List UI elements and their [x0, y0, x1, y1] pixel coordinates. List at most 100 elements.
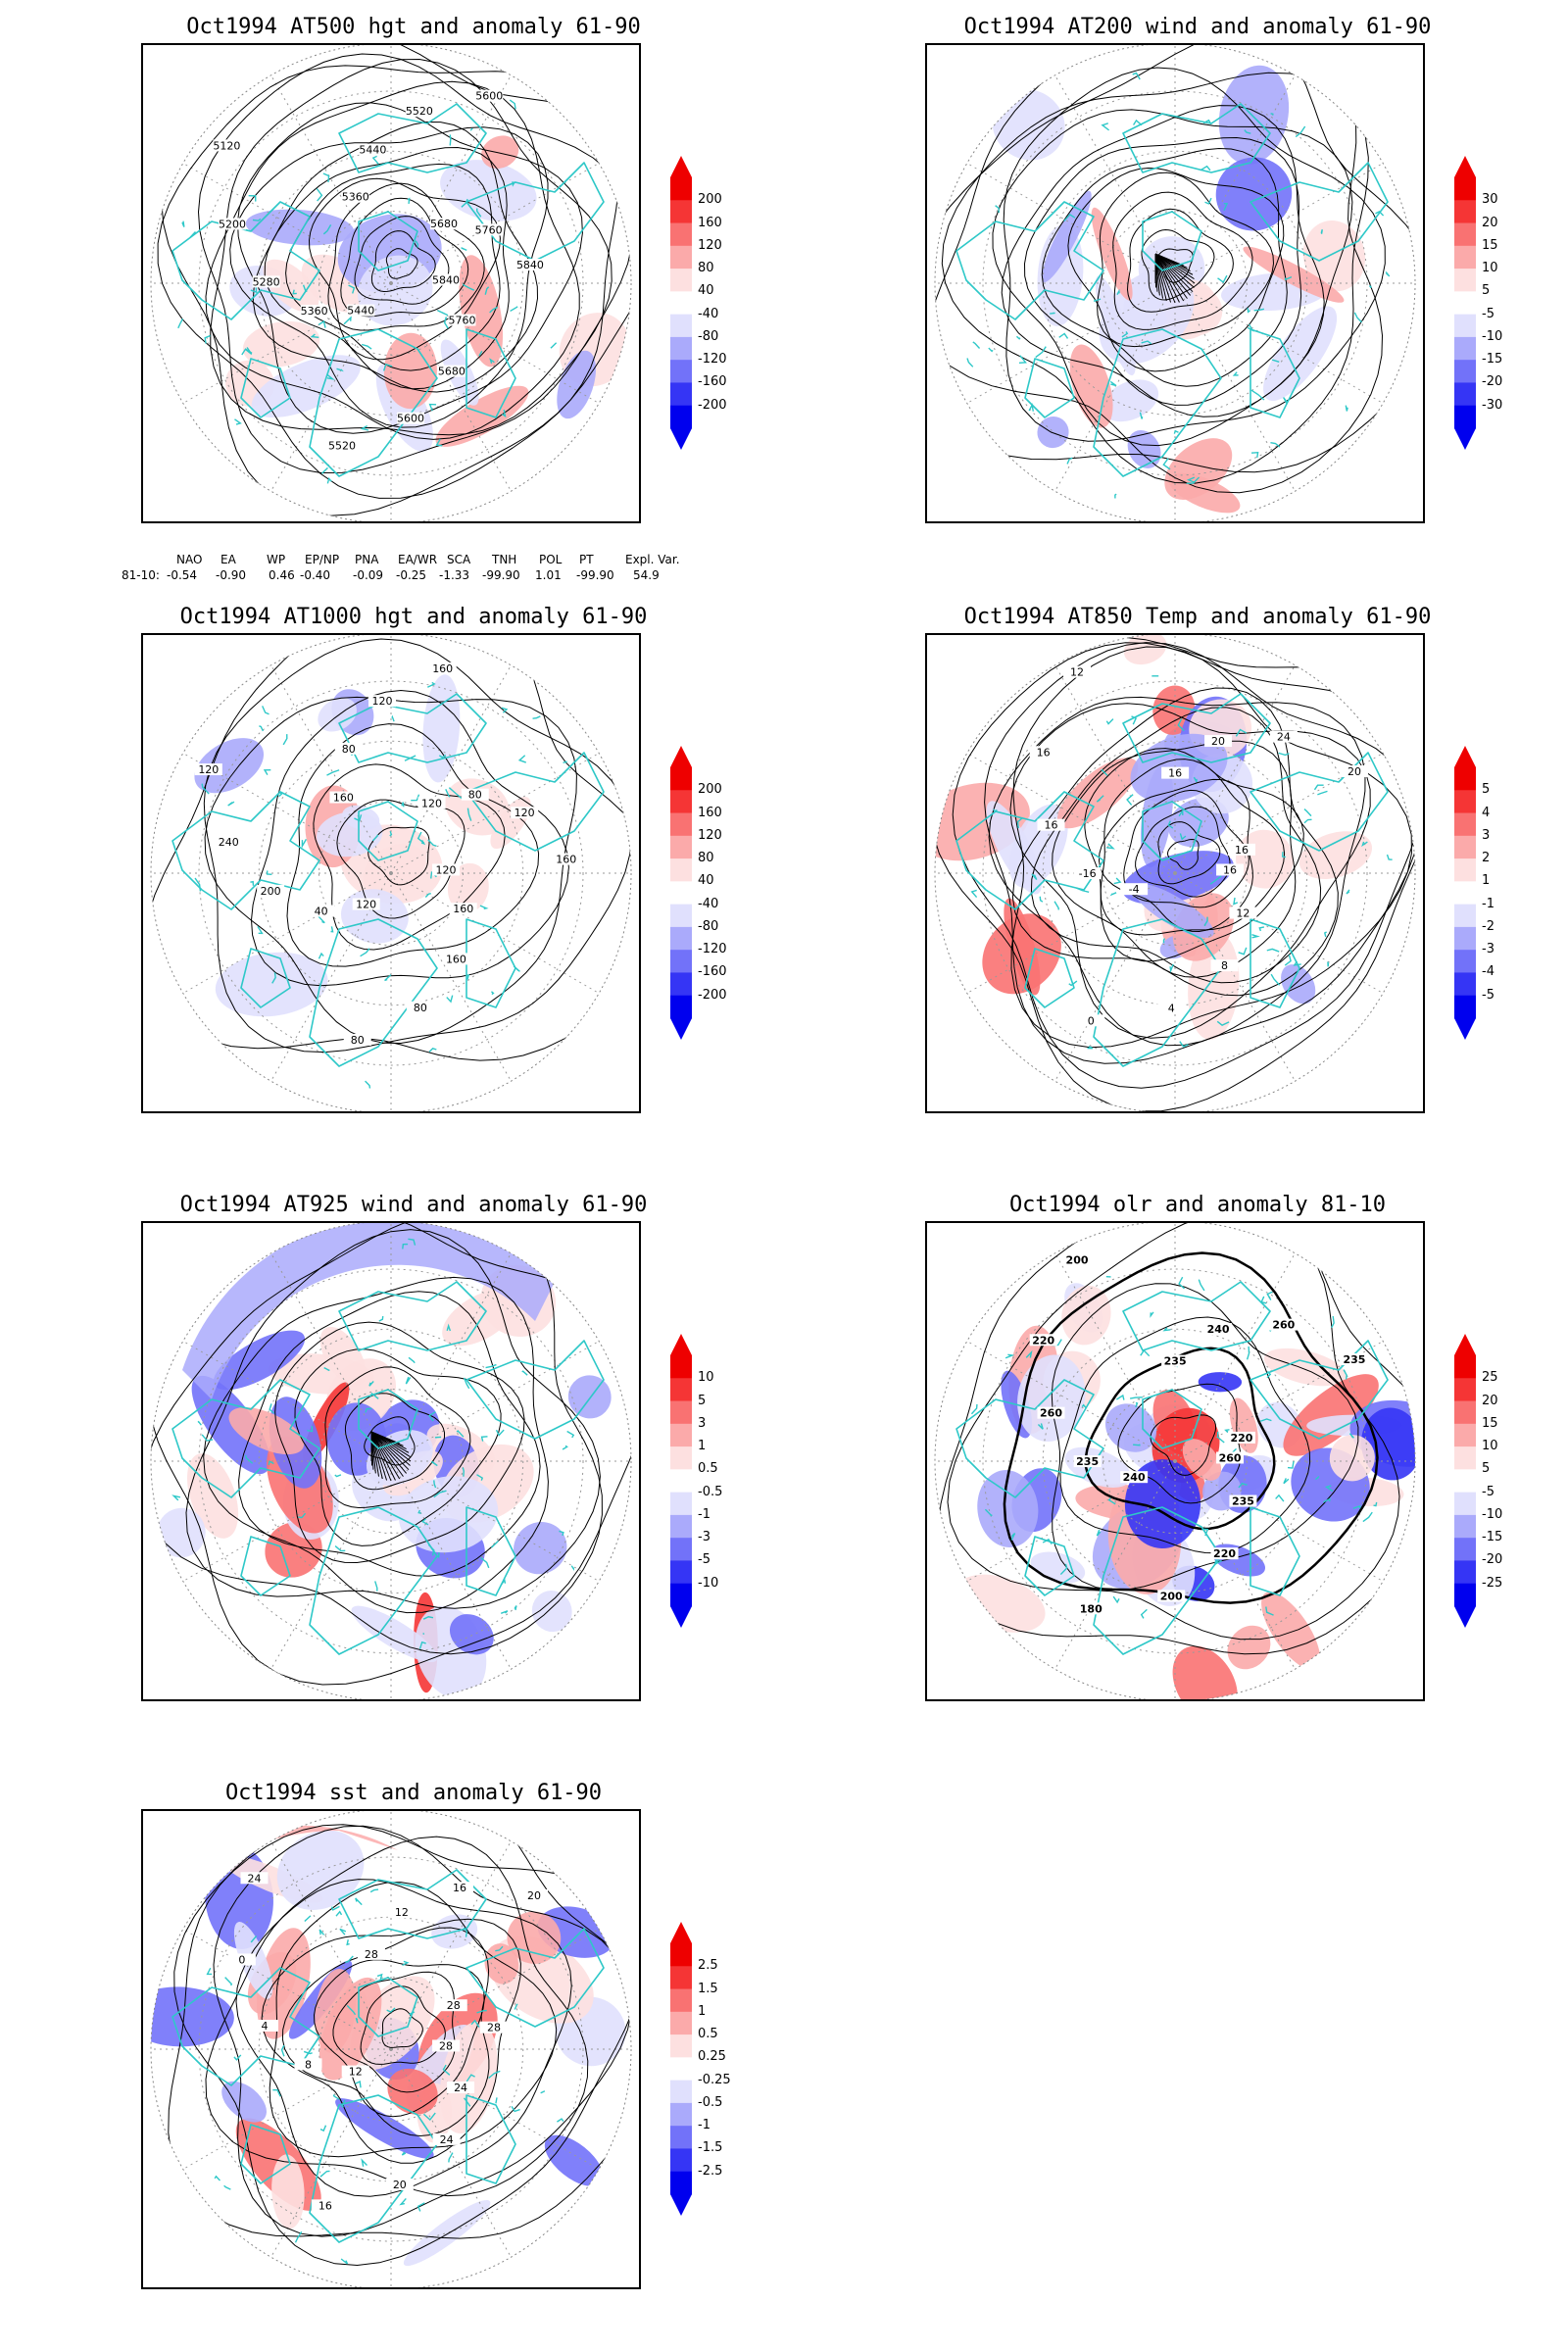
- legend-swatch: [670, 1988, 692, 2013]
- coastline: [463, 2097, 471, 2107]
- coastline: [177, 318, 184, 329]
- meridian-line: [966, 872, 1176, 994]
- contour-line: [368, 826, 430, 886]
- coastline: [189, 231, 197, 238]
- streamline: [1154, 253, 1172, 303]
- meridian-line: [1174, 1252, 1296, 1462]
- legend-swatch: [1454, 245, 1476, 270]
- index-value: -0.09: [353, 568, 384, 582]
- panel-title: Oct1994 AT850 Temp and anomaly 61-90: [963, 605, 1432, 629]
- coastline: [469, 127, 473, 131]
- legend-swatch: [670, 1469, 692, 1494]
- coastline: [1133, 1444, 1141, 1446]
- legend-swatch: [1454, 790, 1476, 814]
- contour-label: 80: [351, 1034, 365, 1047]
- coastline: [430, 1460, 438, 1467]
- legend-label: 0.5: [698, 2027, 718, 2042]
- legend-swatch: [670, 2057, 692, 2082]
- contour-label-bg: [251, 2019, 279, 2032]
- coastline: [480, 1557, 490, 1569]
- legend-swatch: [1454, 1538, 1476, 1561]
- coastline: [427, 839, 437, 847]
- contour-label: 260: [1040, 1407, 1062, 1420]
- index-value: -1.33: [439, 568, 470, 582]
- contour-label: 200: [1160, 1590, 1183, 1602]
- contour-label: 5840: [516, 259, 544, 271]
- anomaly-shade: [1182, 1439, 1222, 1481]
- contour-line: [252, 121, 539, 393]
- coastline: [489, 358, 495, 364]
- anomaly-shade: [422, 674, 461, 783]
- legend-swatch: [670, 1446, 692, 1470]
- meridian-line: [390, 2048, 600, 2170]
- index-header: POL: [539, 553, 563, 566]
- legend-label: -30: [1482, 397, 1503, 413]
- legend-arrow-bottom: [670, 2194, 692, 2216]
- legend-swatch: [1454, 291, 1476, 316]
- streamline: [370, 1431, 379, 1446]
- contour-line: [313, 1959, 485, 2118]
- color-legend: 10 5 3 1 0.5 -0.5 -1 -3 -5 -10: [668, 1334, 747, 1628]
- coastline: [1202, 119, 1212, 125]
- contour-label-bg: [1120, 1471, 1149, 1484]
- coastline: [442, 2064, 451, 2076]
- contour-label: 80: [414, 1002, 427, 1014]
- coastline: [269, 1403, 274, 1414]
- contour-label: 235: [1232, 1495, 1254, 1508]
- anomaly-shade: [271, 2154, 305, 2230]
- coastline: [418, 1641, 426, 1649]
- meridian-line: [270, 1840, 392, 2050]
- contour-label-bg: [213, 139, 241, 152]
- contour-label: 5200: [219, 218, 246, 230]
- coastline: [250, 880, 255, 886]
- legend-arrow-bottom: [1454, 428, 1476, 450]
- coastline: [446, 995, 454, 1004]
- coastline: [280, 2044, 285, 2057]
- coastline: [1362, 1511, 1373, 1523]
- coastline: [557, 2118, 564, 2123]
- contour-label-bg: [1157, 1002, 1186, 1014]
- contour-line: [1084, 748, 1304, 962]
- coastline: [272, 2088, 281, 2097]
- contour-line: [285, 163, 501, 371]
- coastline: [488, 2070, 501, 2080]
- coastline: [323, 1367, 330, 1372]
- coastline: [407, 197, 411, 204]
- meridian-line: [966, 1460, 1176, 1582]
- anomaly-shade: [481, 135, 519, 170]
- panel-at1000-hgt: Oct1994 AT1000 hgt and anomaly 61-90 120…: [139, 604, 825, 1172]
- coastline: [343, 316, 352, 325]
- streamline: [1154, 253, 1185, 302]
- coastline: [466, 752, 605, 852]
- legend-swatch: [670, 405, 692, 429]
- legend-swatch: [1454, 767, 1476, 791]
- coastline: [322, 224, 332, 235]
- legend-label: 120: [698, 827, 722, 843]
- legend-label: -0.25: [698, 2072, 731, 2087]
- coastline: [466, 1506, 516, 1596]
- coastline: [461, 198, 468, 208]
- coastline: [1287, 1461, 1295, 1469]
- anomaly-shade: [213, 1330, 306, 1391]
- anomaly-shade: [1056, 758, 1139, 829]
- coastline: [1101, 122, 1110, 131]
- anomaly-shade: [1127, 429, 1161, 468]
- index-value: 1.01: [535, 568, 562, 582]
- anomaly-shade: [182, 1223, 555, 1399]
- contour-line: [324, 1366, 471, 1509]
- coastline: [206, 1967, 213, 1976]
- legend-arrow-top: [670, 1334, 692, 1355]
- coastline: [1139, 412, 1144, 419]
- contour-label: 28: [439, 2039, 453, 2052]
- legend-label: -5: [1482, 306, 1494, 321]
- contour-label-bg: [447, 2081, 475, 2093]
- coastline: [358, 801, 418, 861]
- contour-label: 28: [365, 1948, 378, 1961]
- index-value: -99.90: [576, 568, 614, 582]
- coastline: [338, 103, 487, 173]
- panel-title: Oct1994 AT925 wind and anomaly 61-90: [179, 1193, 648, 1217]
- coastline: [346, 2004, 357, 2016]
- coastline: [1141, 340, 1152, 345]
- legend-label: -3: [1482, 942, 1494, 957]
- streamline: [370, 1431, 404, 1477]
